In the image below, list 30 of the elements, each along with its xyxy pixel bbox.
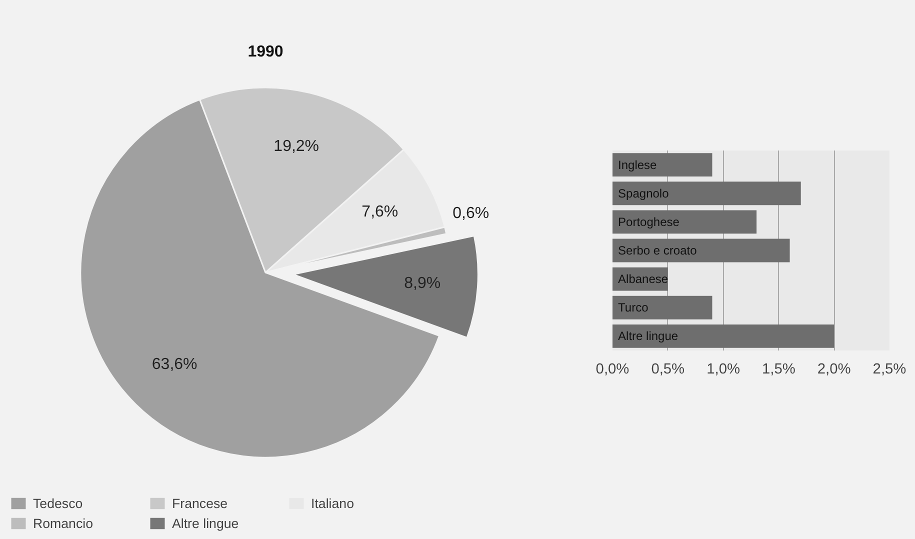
y-tick-label: Portoghese (618, 214, 680, 229)
data-label: 8,9% (404, 274, 441, 292)
bar (612, 238, 790, 262)
x-tick-label: 1,0% (706, 362, 740, 378)
legend-label: Altre lingue (172, 516, 240, 530)
legend-label: Romancio (33, 516, 94, 530)
bar (612, 210, 757, 234)
data-label: 0,6% (452, 204, 490, 222)
legend-label: Francese (172, 496, 229, 510)
legend-label: Tedesco (33, 496, 84, 510)
y-tick-label: Turco (618, 300, 649, 315)
data-label: 7,6% (362, 203, 398, 220)
bar (612, 153, 712, 176)
bar (612, 296, 712, 320)
x-tick-label: 1,5% (762, 362, 796, 378)
x-tick-label: 2,5% (872, 362, 906, 378)
legend-label: Italiano (311, 496, 355, 510)
y-tick-label: Albanese (618, 272, 668, 286)
y-tick-label: Altre lingue (618, 329, 678, 344)
y-tick-label: Spagnolo (618, 186, 670, 200)
y-tick-label: Serbo e croato (618, 244, 698, 258)
bar (612, 182, 801, 206)
data-label: 63,6% (152, 356, 198, 374)
x-tick-label: 0,0% (596, 362, 630, 378)
bar (612, 324, 834, 348)
x-tick-label: 0,5% (651, 362, 685, 378)
chart-title: 1990 (248, 44, 284, 60)
data-label: 19,2% (274, 138, 320, 156)
x-tick-label: 2,0% (817, 362, 851, 378)
y-tick-label: Inglese (618, 158, 658, 172)
